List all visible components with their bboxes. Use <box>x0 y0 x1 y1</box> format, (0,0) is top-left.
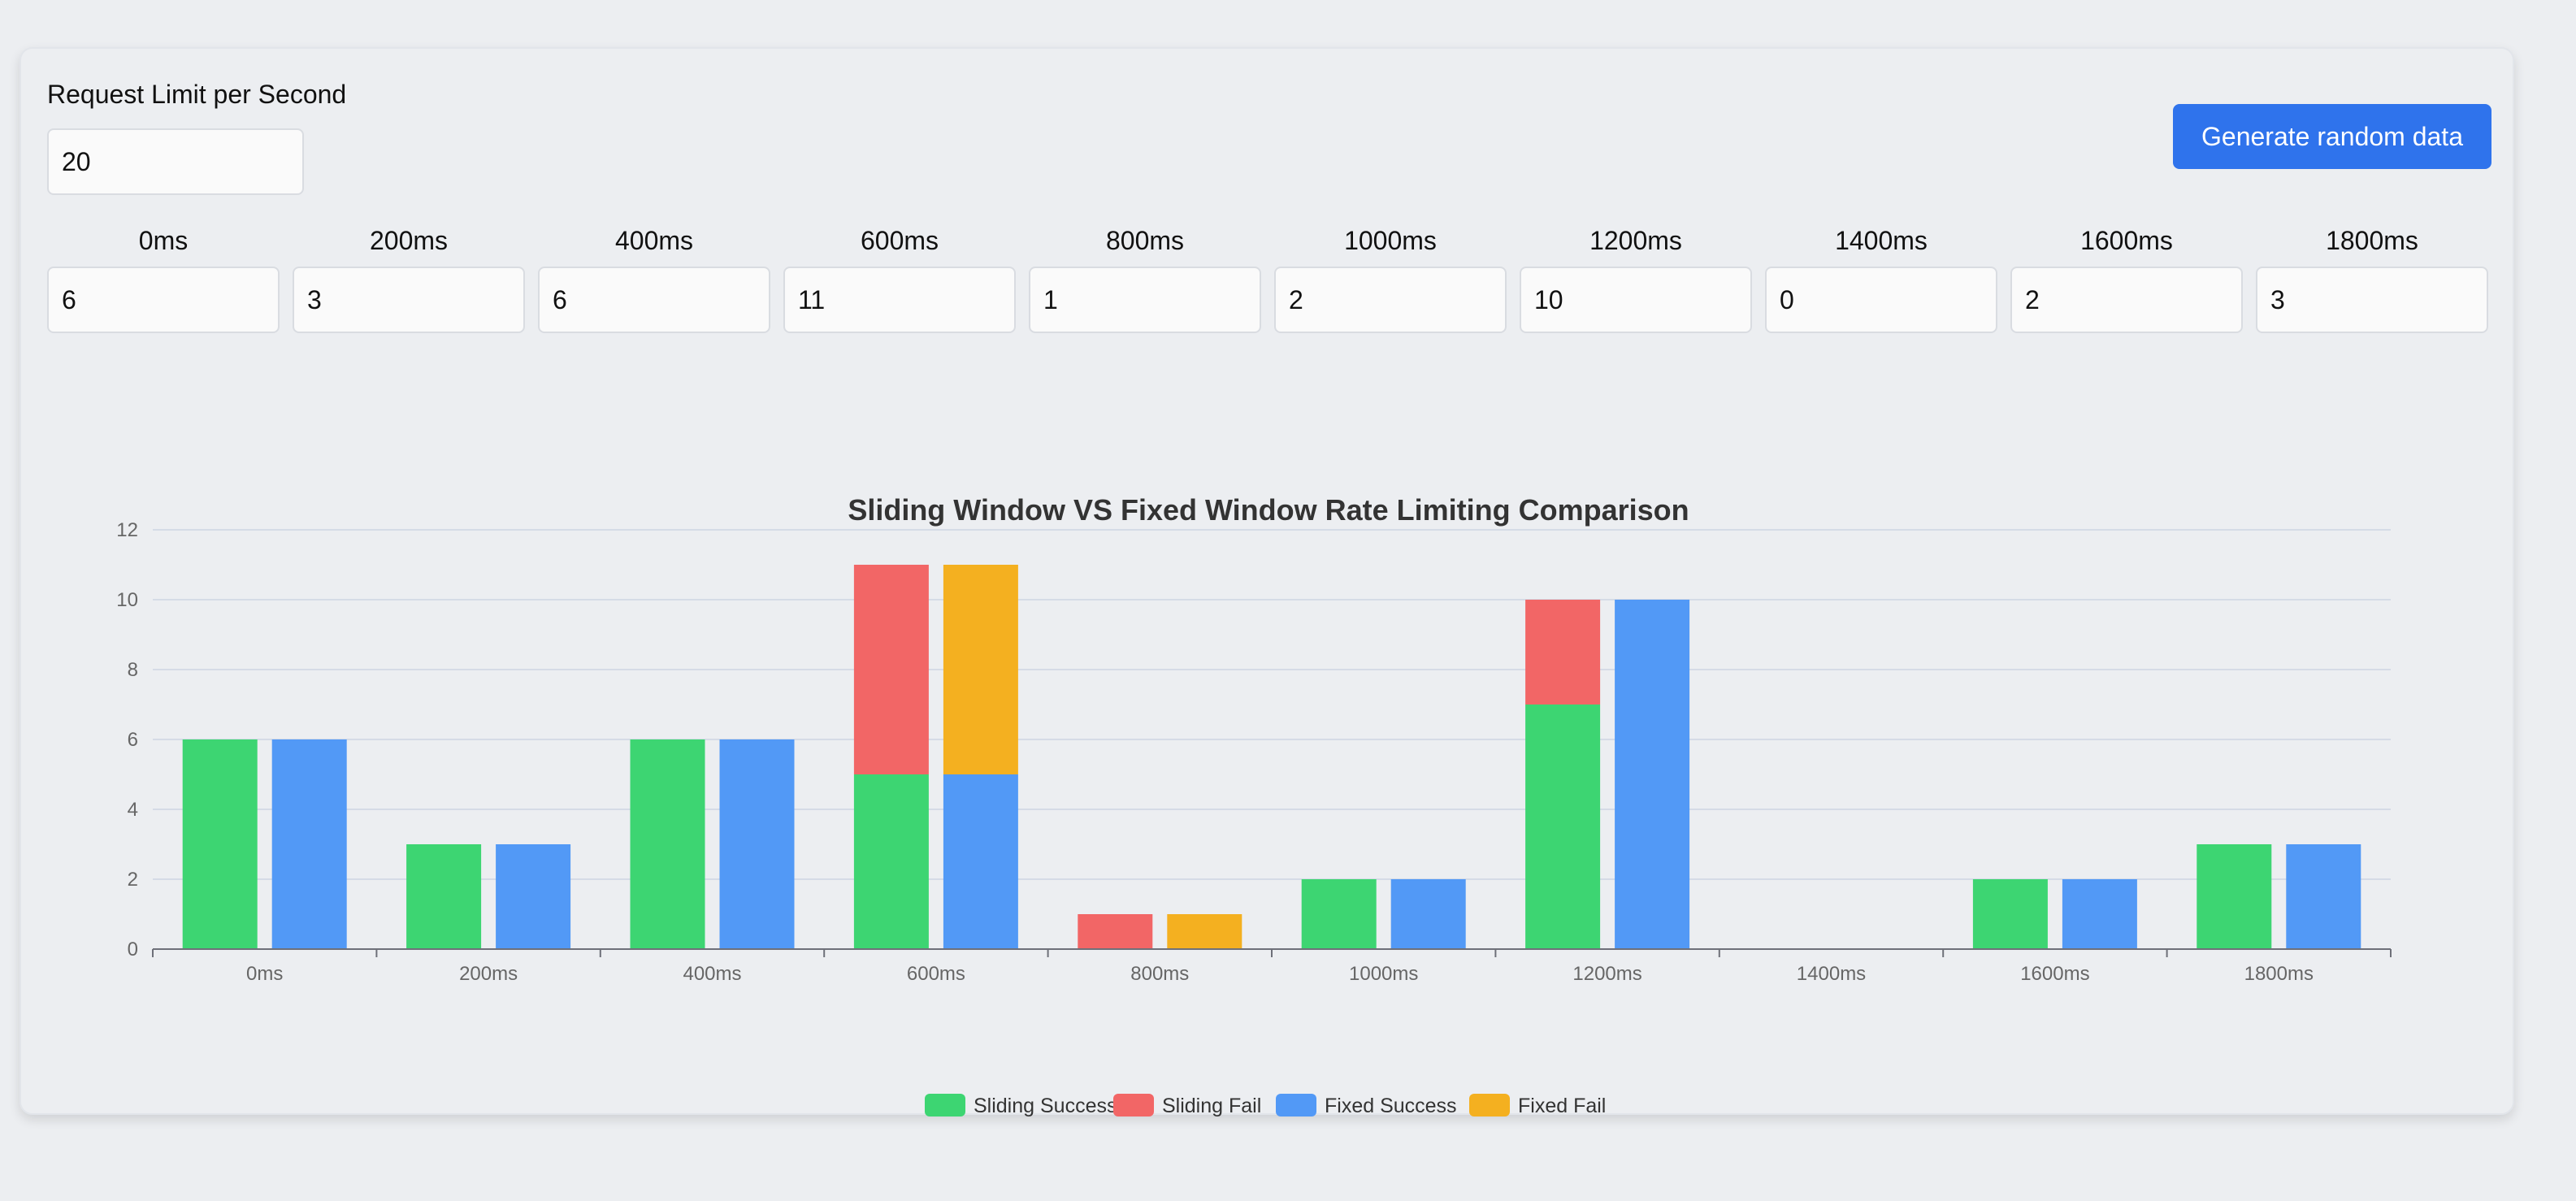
rate-limit-panel: Request Limit per Second Generate random… <box>20 47 2514 1117</box>
slot-label-400ms: 400ms <box>614 226 694 255</box>
y-tick-label: 8 <box>128 659 138 681</box>
legend-item-sliding-fail[interactable]: Sliding Fail <box>1113 1094 1261 1117</box>
comparison-chart: Sliding Window VS Fixed Window Rate Limi… <box>116 493 2392 1117</box>
bar-sliding-success-1600ms <box>1972 879 2048 949</box>
y-tick-label: 2 <box>128 869 138 891</box>
x-tick-label: 1600ms <box>2020 963 2089 985</box>
slot-input-1400ms[interactable] <box>1765 267 1997 333</box>
slot-label-1000ms: 1000ms <box>1344 226 1437 255</box>
y-tick-label: 0 <box>128 939 138 960</box>
chart-x-axis: 0ms 200ms 400ms 600ms 800ms 1000ms 1200ms 1400m… <box>152 948 2392 985</box>
bar-sliding-success-400ms <box>630 739 705 949</box>
bar-sliding-success-600ms <box>853 774 929 949</box>
slot-input-0ms[interactable] <box>47 267 280 333</box>
bar-fixed-success-1600ms <box>2062 879 2137 949</box>
y-tick-label: 12 <box>116 519 138 541</box>
slot-input-1800ms[interactable] <box>2256 267 2488 333</box>
bar-fixed-success-600ms <box>943 774 1018 949</box>
generate-random-data-button[interactable]: Generate random data <box>2173 104 2491 169</box>
x-tick-label: 1400ms <box>1797 963 1866 985</box>
bar-fixed-success-400ms <box>719 739 795 949</box>
request-limit-input[interactable] <box>47 128 304 195</box>
legend-label: Sliding Success <box>974 1095 1117 1117</box>
bar-fixed-success-1000ms <box>1390 879 1466 949</box>
y-tick-label: 4 <box>128 799 138 821</box>
slot-label-800ms: 800ms <box>1105 226 1185 255</box>
bar-fixed-success-1800ms <box>2286 844 2361 949</box>
bar-sliding-success-1200ms <box>1525 705 1601 949</box>
chart-title: Sliding Window VS Fixed Window Rate Limi… <box>848 493 1689 527</box>
x-tick-label: 400ms <box>683 963 741 985</box>
slot-label-1200ms: 1200ms <box>1589 226 1682 255</box>
slot-input-800ms[interactable] <box>1029 267 1261 333</box>
x-tick-label: 1000ms <box>1349 963 1418 985</box>
bar-fixed-success-200ms <box>496 844 571 949</box>
slot-input-600ms[interactable] <box>783 267 1016 333</box>
legend-item-fixed-fail[interactable]: Fixed Fail <box>1469 1094 1606 1117</box>
legend-swatch <box>925 1094 965 1116</box>
slot-input-1600ms[interactable] <box>2010 267 2243 333</box>
chart-grid: 0 2 4 6 8 10 12 <box>116 519 2391 960</box>
legend-swatch <box>1276 1094 1316 1116</box>
legend-swatch <box>1113 1094 1154 1116</box>
x-tick-label: 1200ms <box>1572 963 1641 985</box>
bar-sliding-success-1800ms <box>2197 844 2272 949</box>
bar-fixed-success-0ms <box>271 739 347 949</box>
bar-sliding-fail-800ms <box>1078 914 1153 949</box>
slot-label-1400ms: 1400ms <box>1835 226 1928 255</box>
bar-fixed-success-1200ms <box>1615 600 1690 949</box>
bar-sliding-fail-600ms <box>853 565 929 774</box>
x-tick-label: 600ms <box>907 963 965 985</box>
legend-swatch <box>1469 1094 1510 1116</box>
bar-sliding-success-1000ms <box>1301 879 1377 949</box>
request-limit-label: Request Limit per Second <box>47 80 347 109</box>
y-tick-label: 10 <box>116 589 138 611</box>
x-tick-label: 0ms <box>246 963 283 985</box>
slot-input-400ms[interactable] <box>538 267 770 333</box>
bar-fixed-fail-800ms <box>1167 914 1242 949</box>
legend-label: Fixed Success <box>1325 1095 1457 1117</box>
chart-bars <box>182 565 2361 949</box>
legend-item-sliding-success[interactable]: Sliding Success <box>925 1094 1117 1117</box>
legend-label: Sliding Fail <box>1162 1095 1261 1117</box>
slot-input-1200ms[interactable] <box>1520 267 1752 333</box>
slot-label-600ms: 600ms <box>860 226 939 255</box>
bar-sliding-success-200ms <box>406 844 482 949</box>
bar-sliding-success-0ms <box>182 739 258 949</box>
chart-legend: Sliding Success Sliding Fail Fixed Success… <box>925 1094 1606 1117</box>
x-tick-label: 800ms <box>1130 963 1189 985</box>
bar-fixed-fail-600ms <box>943 565 1018 774</box>
slot-label-200ms: 200ms <box>369 226 449 255</box>
slot-label-1600ms: 1600ms <box>2080 226 2173 255</box>
y-tick-label: 6 <box>128 729 138 751</box>
slot-label-0ms: 0ms <box>138 226 189 255</box>
x-tick-label: 1800ms <box>2244 963 2314 985</box>
bar-sliding-fail-1200ms <box>1525 600 1601 705</box>
x-tick-label: 200ms <box>459 963 518 985</box>
legend-label: Fixed Fail <box>1518 1095 1606 1117</box>
slot-input-200ms[interactable] <box>293 267 525 333</box>
legend-item-fixed-success[interactable]: Fixed Success <box>1276 1094 1457 1117</box>
slot-input-1000ms[interactable] <box>1274 267 1507 333</box>
slot-label-1800ms: 1800ms <box>2326 226 2418 255</box>
